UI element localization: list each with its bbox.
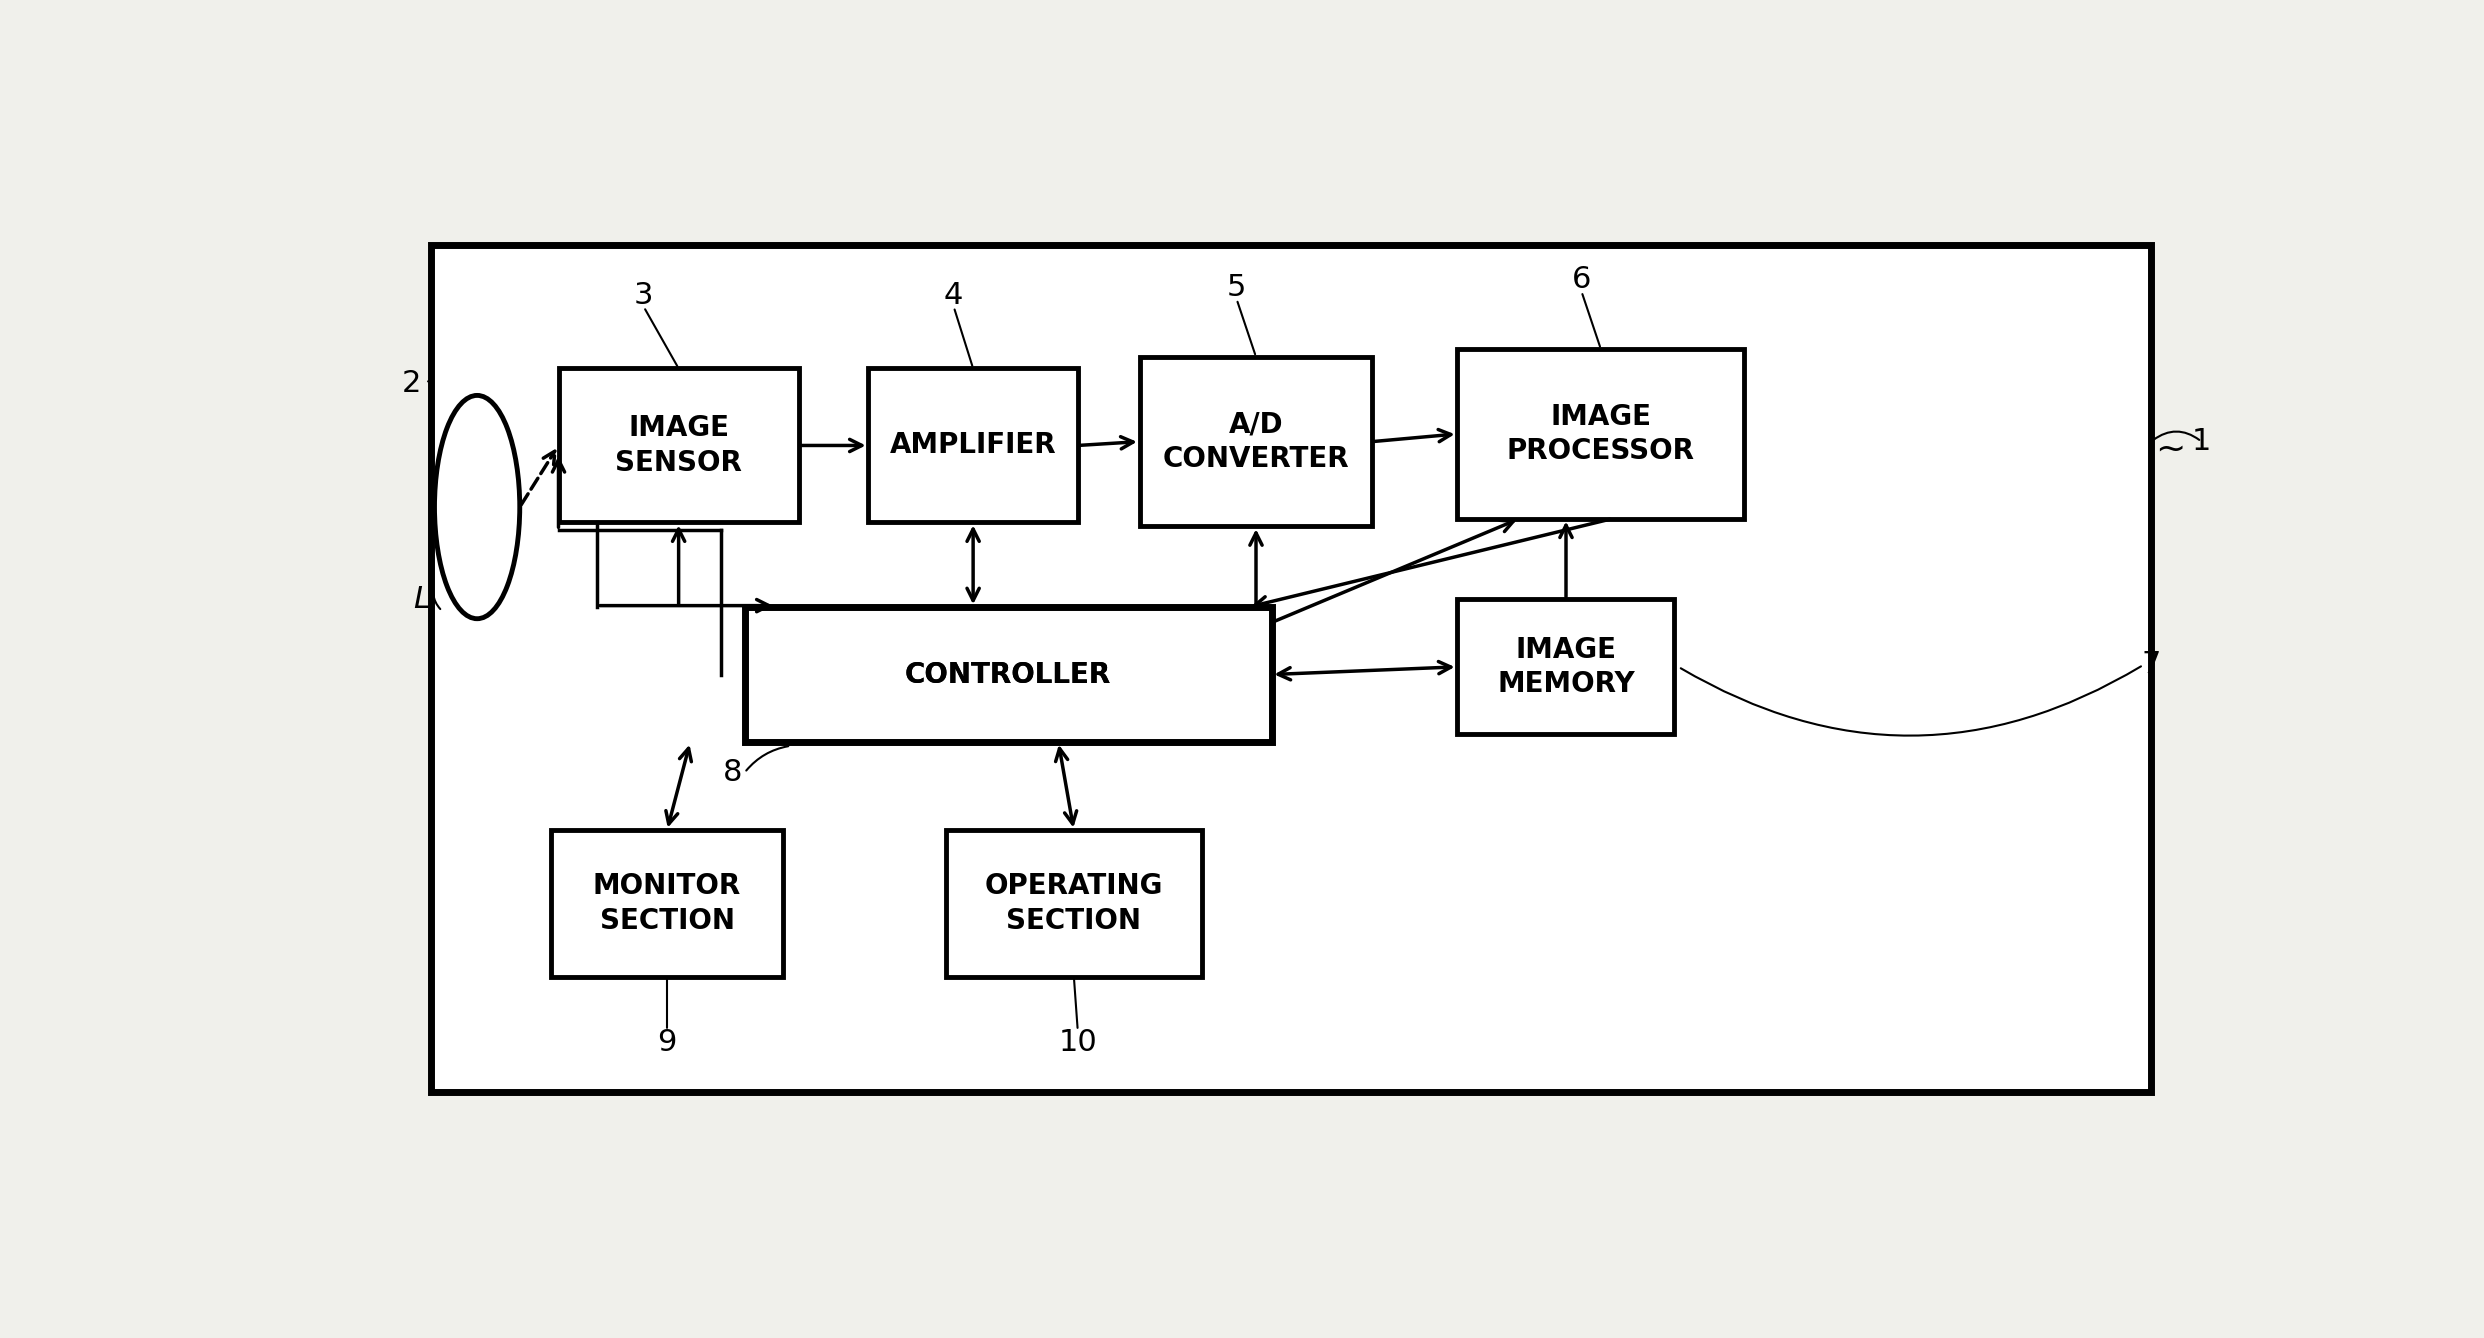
Bar [559,368,800,522]
Bar [1458,599,1674,735]
Text: OPERATING
SECTION: OPERATING SECTION [984,872,1163,935]
Text: 7: 7 [2141,650,2161,680]
Text: 1: 1 [2191,427,2211,456]
Bar [430,245,2151,1092]
Bar [745,607,1272,741]
Bar [1140,357,1371,526]
Text: MONITOR
SECTION: MONITOR SECTION [594,872,740,935]
Text: 2: 2 [402,369,420,399]
Text: AMPLIFIER: AMPLIFIER [889,431,1056,459]
Text: IMAGE
SENSOR: IMAGE SENSOR [616,415,743,476]
Ellipse shape [435,396,519,618]
Text: 3: 3 [633,281,653,310]
Bar [946,831,1202,977]
Text: 9: 9 [658,1028,676,1057]
Text: 6: 6 [1572,265,1592,294]
Text: 8: 8 [723,759,743,787]
Bar [869,368,1078,522]
Text: 5: 5 [1227,273,1247,302]
Text: ~: ~ [2156,432,2186,467]
Bar [1458,349,1744,519]
Text: CONTROLLER: CONTROLLER [904,661,1110,689]
Text: IMAGE
MEMORY: IMAGE MEMORY [1498,636,1634,698]
Text: 4: 4 [944,281,964,310]
Bar [745,607,1272,741]
Text: 10: 10 [1058,1028,1098,1057]
Bar [551,831,782,977]
Text: CONTROLLER: CONTROLLER [904,661,1110,689]
Text: IMAGE
PROCESSOR: IMAGE PROCESSOR [1508,403,1694,466]
Text: A/D
CONVERTER: A/D CONVERTER [1163,411,1349,472]
Text: L: L [412,585,430,614]
